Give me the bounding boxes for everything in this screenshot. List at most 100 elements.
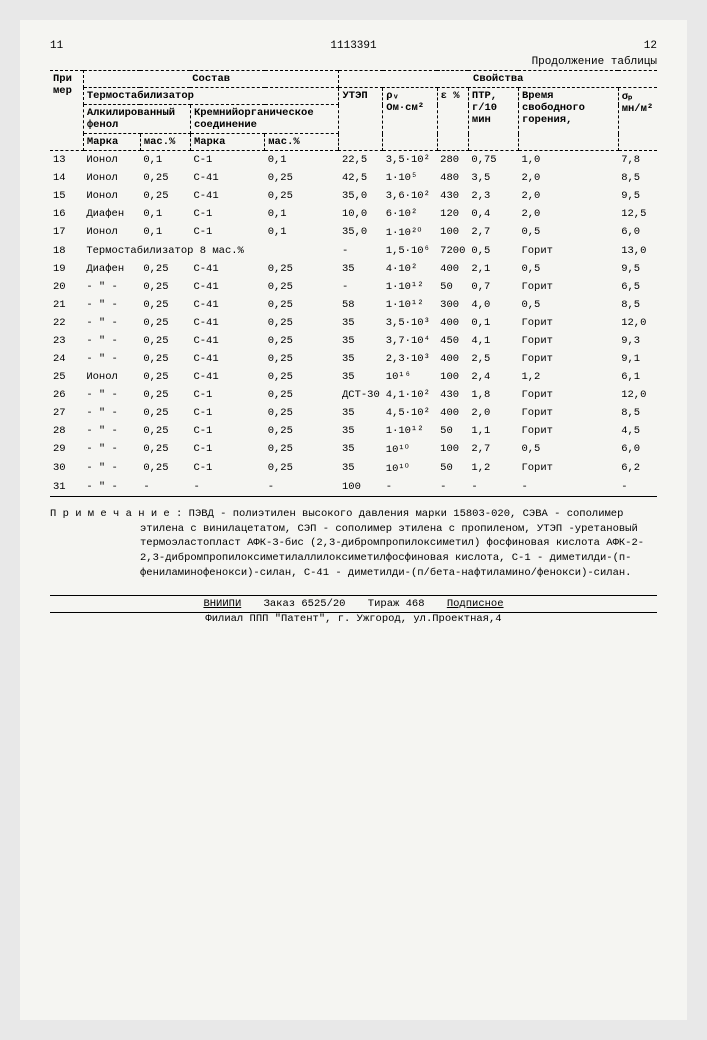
cell: 13,0 bbox=[618, 242, 657, 260]
cell: 0,5 bbox=[518, 296, 618, 314]
cell: С-41 bbox=[190, 314, 264, 332]
footer-branch: Филиал ППП "Патент", г. Ужгород, ул.Прое… bbox=[50, 613, 657, 625]
cell: - bbox=[265, 478, 339, 497]
cell: 0,75 bbox=[468, 151, 518, 170]
cell: С-1 bbox=[190, 205, 264, 223]
cell: 50 bbox=[437, 459, 468, 478]
cell: - bbox=[140, 478, 190, 497]
cell: 2,7 bbox=[468, 223, 518, 242]
cell: 100 bbox=[339, 478, 383, 497]
cell: 3,6·10² bbox=[383, 187, 437, 205]
cell: 6,2 bbox=[618, 459, 657, 478]
cell: 20 bbox=[50, 278, 83, 296]
cell: 58 bbox=[339, 296, 383, 314]
cell: 42,5 bbox=[339, 169, 383, 187]
table-row: 14Ионол0,25С-410,2542,51·10⁵4803,52,08,5 bbox=[50, 169, 657, 187]
note-text: ПЭВД - полиэтилен высокого давления марк… bbox=[140, 508, 644, 579]
cell: 0,25 bbox=[265, 386, 339, 404]
table-row: 17Ионол0,1С-10,135,01·10²⁰1002,70,56,0 bbox=[50, 223, 657, 242]
cell: - bbox=[339, 242, 383, 260]
cell: 8,5 bbox=[618, 169, 657, 187]
cell: 0,25 bbox=[140, 404, 190, 422]
cell: 35 bbox=[339, 404, 383, 422]
cell: 0,25 bbox=[140, 350, 190, 368]
table-body: 13Ионол0,1С-10,122,53,5·10²2800,751,07,8… bbox=[50, 151, 657, 497]
cell: - " - bbox=[83, 314, 140, 332]
footer-org: ВНИИПИ bbox=[203, 598, 241, 610]
cell: Горит bbox=[518, 404, 618, 422]
cell: 4,5·10² bbox=[383, 404, 437, 422]
cell: 100 bbox=[437, 368, 468, 386]
cell: 9,5 bbox=[618, 260, 657, 278]
cell: 0,25 bbox=[265, 278, 339, 296]
cell: 10¹⁰ bbox=[383, 440, 437, 459]
cell: 1,8 bbox=[468, 386, 518, 404]
table-row: 13Ионол0,1С-10,122,53,5·10²2800,751,07,8 bbox=[50, 151, 657, 170]
cell: 17 bbox=[50, 223, 83, 242]
cell: 100 bbox=[437, 223, 468, 242]
cell: 6,1 bbox=[618, 368, 657, 386]
cell: Горит bbox=[518, 459, 618, 478]
cell: 0,25 bbox=[265, 169, 339, 187]
cell: 1·10¹² bbox=[383, 422, 437, 440]
cell: 0,25 bbox=[265, 296, 339, 314]
cell: 3,5·10³ bbox=[383, 314, 437, 332]
cell: 3,5·10² bbox=[383, 151, 437, 170]
cell: С-1 bbox=[190, 422, 264, 440]
cell: 13 bbox=[50, 151, 83, 170]
col-ptr: ПТР, г/10 мин bbox=[468, 88, 518, 151]
cell: 29 bbox=[50, 440, 83, 459]
cell: 0,1 bbox=[265, 223, 339, 242]
cell: Диафен bbox=[83, 205, 140, 223]
cell: 3,5 bbox=[468, 169, 518, 187]
cell: 24 bbox=[50, 350, 83, 368]
cell: 2,3·10³ bbox=[383, 350, 437, 368]
cell: 10,0 bbox=[339, 205, 383, 223]
cell: ДСТ-30 bbox=[339, 386, 383, 404]
cell: 0,25 bbox=[140, 368, 190, 386]
table-row: 15Ионол0,25С-410,2535,03,6·10²4302,32,09… bbox=[50, 187, 657, 205]
cell: 25 bbox=[50, 368, 83, 386]
cell: С-1 bbox=[190, 459, 264, 478]
cell: - " - bbox=[83, 459, 140, 478]
cell: 100 bbox=[437, 440, 468, 459]
table-row: 30- " -0,25С-10,253510¹⁰501,2Горит6,2 bbox=[50, 459, 657, 478]
cell: 400 bbox=[437, 404, 468, 422]
table-row: 21- " -0,25С-410,25581·10¹²3004,00,58,5 bbox=[50, 296, 657, 314]
footer-order: Заказ 6525/20 bbox=[264, 598, 346, 610]
cell: Диафен bbox=[83, 260, 140, 278]
cell: 0,25 bbox=[265, 422, 339, 440]
col-rho: ρᵥ Ом·см² bbox=[383, 88, 437, 151]
cell: С-41 bbox=[190, 368, 264, 386]
cell: 7200 bbox=[437, 242, 468, 260]
cell: С-41 bbox=[190, 260, 264, 278]
cell: 0,1 bbox=[140, 151, 190, 170]
cell: 0,4 bbox=[468, 205, 518, 223]
cell: 400 bbox=[437, 350, 468, 368]
cell: 28 bbox=[50, 422, 83, 440]
cell: 0,25 bbox=[140, 169, 190, 187]
col-marka2: Марка bbox=[190, 134, 264, 151]
cell: 23 bbox=[50, 332, 83, 350]
cell: 3,7·10⁴ bbox=[383, 332, 437, 350]
cell: 4,1·10² bbox=[383, 386, 437, 404]
cell: 14 bbox=[50, 169, 83, 187]
col-alkphenol: Алкилированный фенол bbox=[83, 105, 190, 134]
cell: 35 bbox=[339, 260, 383, 278]
cell: 1,2 bbox=[518, 368, 618, 386]
cell: - bbox=[339, 278, 383, 296]
cell: С-1 bbox=[190, 223, 264, 242]
cell: 0,25 bbox=[265, 314, 339, 332]
cell: - " - bbox=[83, 386, 140, 404]
cell: 0,25 bbox=[265, 404, 339, 422]
cell: Термостабилизатор 8 мас.% bbox=[83, 242, 339, 260]
cell: 120 bbox=[437, 205, 468, 223]
cell: 2,1 bbox=[468, 260, 518, 278]
col-silicon: Кремнийорганическое соединение bbox=[190, 105, 339, 134]
col-thermostab: Термостабилизатор bbox=[83, 88, 339, 105]
cell: 9,5 bbox=[618, 187, 657, 205]
cell: 1·10⁵ bbox=[383, 169, 437, 187]
cell: 400 bbox=[437, 260, 468, 278]
page-right: 12 bbox=[644, 40, 657, 52]
cell: 0,1 bbox=[265, 151, 339, 170]
